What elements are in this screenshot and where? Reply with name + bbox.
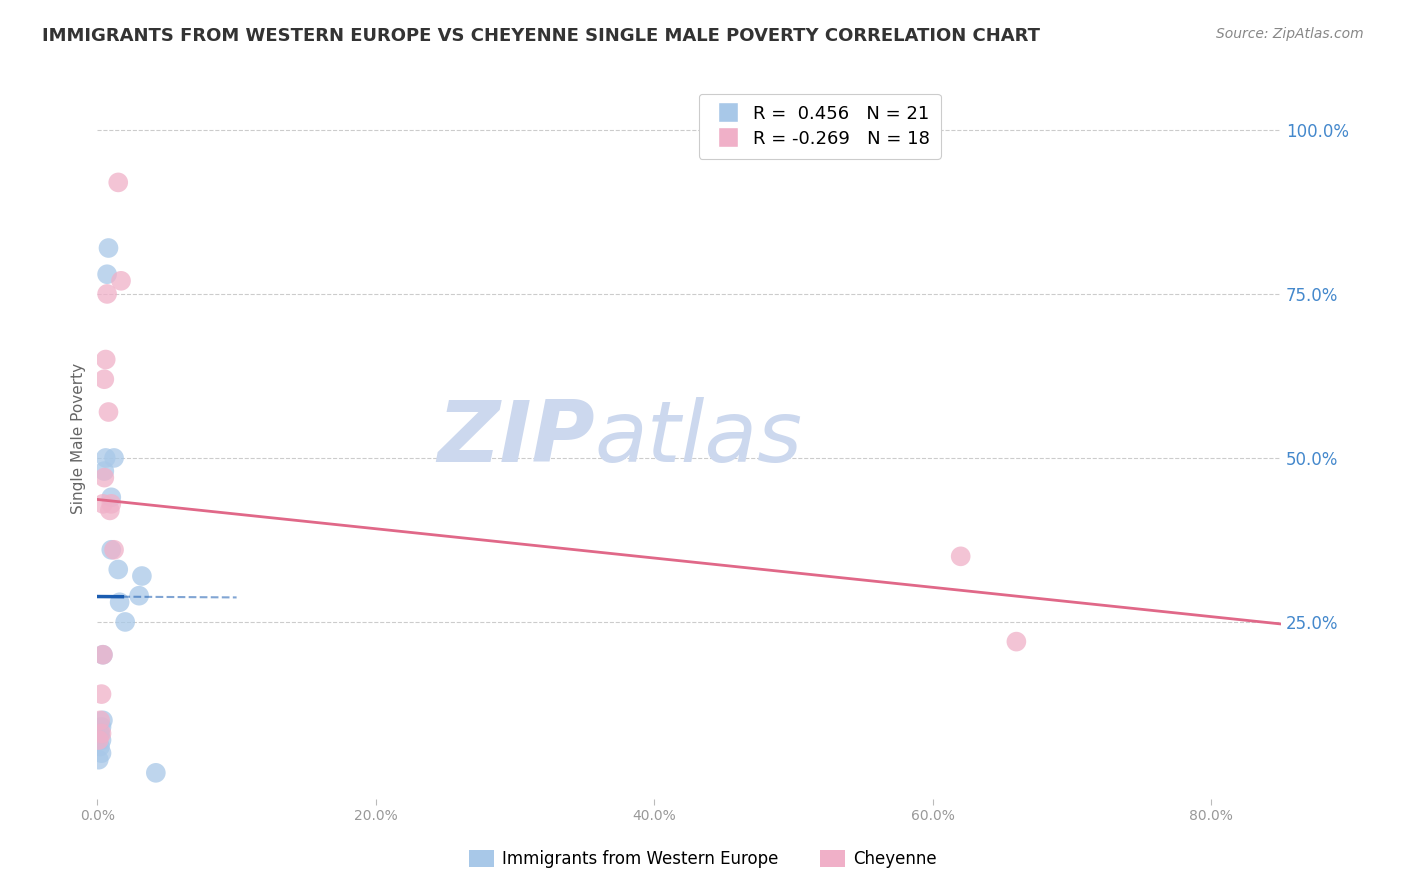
Point: [97, 405, 120, 419]
Text: ZIP: ZIP: [437, 397, 595, 480]
Point: [100, 542, 122, 557]
Point: [107, 562, 129, 576]
Point: [145, 765, 167, 780]
Point: [91, 648, 114, 662]
Point: [90, 733, 112, 747]
Point: [114, 615, 136, 629]
Text: IMMIGRANTS FROM WESTERN EUROPE VS CHEYENNE SINGLE MALE POVERTY CORRELATION CHART: IMMIGRANTS FROM WESTERN EUROPE VS CHEYEN…: [42, 27, 1040, 45]
Point: [100, 491, 122, 505]
Point: [103, 450, 125, 465]
Point: [108, 595, 131, 609]
Point: [97, 241, 120, 255]
Point: [90, 720, 112, 734]
Point: [87, 733, 110, 747]
Text: Source: ZipAtlas.com: Source: ZipAtlas.com: [1216, 27, 1364, 41]
Point: [93, 372, 115, 386]
Point: [90, 746, 112, 760]
Point: [93, 470, 115, 484]
Point: [94, 450, 117, 465]
Point: [949, 549, 972, 564]
Point: [91, 648, 114, 662]
Point: [103, 542, 125, 557]
Point: [94, 352, 117, 367]
Point: [1005, 634, 1028, 648]
Legend: Immigrants from Western Europe, Cheyenne: Immigrants from Western Europe, Cheyenne: [463, 843, 943, 875]
Point: [90, 687, 112, 701]
Point: [93, 464, 115, 478]
Point: [96, 287, 118, 301]
Point: [98, 503, 121, 517]
Point: [91, 714, 114, 728]
Text: atlas: atlas: [595, 397, 803, 480]
Point: [128, 589, 150, 603]
Point: [96, 267, 118, 281]
Point: [131, 569, 153, 583]
Point: [89, 739, 111, 754]
Point: [89, 714, 111, 728]
Point: [90, 726, 112, 740]
Point: [91, 497, 114, 511]
Point: [110, 274, 132, 288]
Point: [107, 175, 129, 189]
Point: [89, 726, 111, 740]
Point: [100, 497, 122, 511]
Legend: R =  0.456   N = 21, R = -0.269   N = 18: R = 0.456 N = 21, R = -0.269 N = 18: [699, 94, 941, 159]
Y-axis label: Single Male Poverty: Single Male Poverty: [72, 363, 86, 514]
Point: [87, 753, 110, 767]
